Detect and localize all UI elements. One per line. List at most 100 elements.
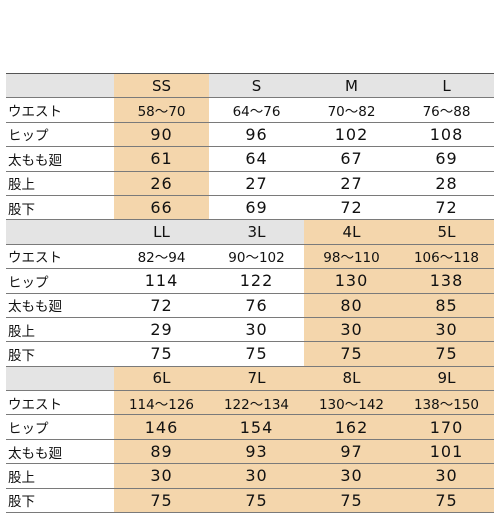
- measurement-row: ヒップ 146 154 162 170: [6, 414, 494, 440]
- measurement-value: 67: [304, 146, 399, 172]
- measurement-label: 股下: [6, 341, 114, 367]
- measurement-row: ウエスト 114〜126 122〜134 130〜142 138〜150: [6, 390, 494, 416]
- measurement-value: 30: [114, 463, 209, 489]
- measurement-value: 96: [209, 122, 304, 148]
- measurement-value: 76: [209, 293, 304, 318]
- measurement-value: 101: [399, 439, 494, 465]
- measurement-row: 太もも廻 72 76 80 85: [6, 293, 494, 318]
- measurement-value: 30: [209, 317, 304, 343]
- measurement-value: 154: [209, 414, 304, 440]
- measurement-row: 股上 26 27 27 28: [6, 171, 494, 196]
- measurement-value: 75: [209, 488, 304, 513]
- measurement-value: 114: [114, 268, 209, 294]
- size-header-cell: LL: [114, 219, 209, 245]
- measurement-label: 太もも廻: [6, 146, 114, 172]
- measurement-value: 29: [114, 317, 209, 343]
- measurement-value: 28: [399, 171, 494, 196]
- measurement-value: 162: [304, 414, 399, 440]
- measurement-value: 98〜110: [304, 244, 399, 270]
- measurement-value: 82〜94: [114, 244, 209, 270]
- measurement-row: ウエスト 58〜70 64〜76 70〜82 76〜88: [6, 97, 494, 123]
- measurement-value: 72: [114, 293, 209, 318]
- measurement-value: 58〜70: [114, 97, 209, 123]
- measurement-label: 股上: [6, 463, 114, 489]
- measurement-value: 102: [304, 122, 399, 148]
- measurement-value: 75: [399, 341, 494, 367]
- size-header-cell: 8L: [304, 365, 399, 392]
- measurement-value: 90: [114, 122, 209, 148]
- measurement-value: 170: [399, 414, 494, 440]
- measurement-label: 股上: [6, 171, 114, 196]
- measurement-value: 30: [399, 463, 494, 489]
- size-header-cell: 3L: [209, 219, 304, 245]
- measurement-row: 股下 75 75 75 75: [6, 488, 494, 513]
- measurement-value: 138〜150: [399, 390, 494, 416]
- measurement-value: 27: [304, 171, 399, 196]
- size-header-cell: S: [209, 72, 304, 99]
- measurement-value: 69: [399, 146, 494, 172]
- measurement-value: 130〜142: [304, 390, 399, 416]
- measurement-label: ヒップ: [6, 268, 114, 294]
- measurement-value: 64: [209, 146, 304, 172]
- measurement-value: 61: [114, 146, 209, 172]
- measurement-row: ヒップ 114 122 130 138: [6, 268, 494, 294]
- measurement-label: ウエスト: [6, 244, 114, 270]
- header-blank-cell: [6, 219, 114, 245]
- measurement-value: 130: [304, 268, 399, 294]
- header-blank-cell: [6, 72, 114, 99]
- measurement-value: 72: [304, 195, 399, 221]
- size-header-cell: 7L: [209, 365, 304, 392]
- measurement-row: 股上 30 30 30 30: [6, 463, 494, 489]
- measurement-value: 72: [399, 195, 494, 221]
- measurement-value: 75: [114, 341, 209, 367]
- size-header-cell: M: [304, 72, 399, 99]
- measurement-value: 85: [399, 293, 494, 318]
- measurement-label: ヒップ: [6, 414, 114, 440]
- measurement-value: 89: [114, 439, 209, 465]
- measurement-value: 90〜102: [209, 244, 304, 270]
- measurement-value: 26: [114, 171, 209, 196]
- measurement-value: 122〜134: [209, 390, 304, 416]
- measurement-row: 股下 75 75 75 75: [6, 341, 494, 367]
- measurement-value: 70〜82: [304, 97, 399, 123]
- size-header-row: SS S M L: [6, 72, 494, 99]
- measurement-value: 30: [304, 317, 399, 343]
- measurement-row: 太もも廻 61 64 67 69: [6, 146, 494, 172]
- measurement-value: 30: [399, 317, 494, 343]
- measurement-row: 股上 29 30 30 30: [6, 317, 494, 343]
- measurement-value: 138: [399, 268, 494, 294]
- measurement-value: 66: [114, 195, 209, 221]
- size-header-row: 6L 7L 8L 9L: [6, 365, 494, 392]
- measurement-row: ヒップ 90 96 102 108: [6, 122, 494, 148]
- measurement-value: 114〜126: [114, 390, 209, 416]
- measurement-label: 太もも廻: [6, 293, 114, 318]
- measurement-value: 75: [209, 341, 304, 367]
- measurement-label: 股下: [6, 195, 114, 221]
- measurement-value: 75: [114, 488, 209, 513]
- measurement-label: ウエスト: [6, 390, 114, 416]
- measurement-value: 93: [209, 439, 304, 465]
- measurement-value: 27: [209, 171, 304, 196]
- measurement-value: 146: [114, 414, 209, 440]
- measurement-value: 75: [399, 488, 494, 513]
- measurement-row: 太もも廻 89 93 97 101: [6, 439, 494, 465]
- measurement-label: ウエスト: [6, 97, 114, 123]
- measurement-value: 69: [209, 195, 304, 221]
- measurement-label: 股下: [6, 488, 114, 513]
- size-header-cell: 6L: [114, 365, 209, 392]
- measurement-value: 75: [304, 488, 399, 513]
- size-header-cell: 5L: [399, 219, 494, 245]
- size-chart: SS S M L ウエスト 58〜70 64〜76 70〜82 76〜88 ヒップ 90 96 102 1…: [6, 72, 494, 513]
- size-header-cell: 9L: [399, 365, 494, 392]
- measurement-row: 股下 66 69 72 72: [6, 195, 494, 221]
- measurement-value: 122: [209, 268, 304, 294]
- size-chart-table: SS S M L ウエスト 58〜70 64〜76 70〜82 76〜88 ヒップ 90 96 102 1…: [6, 72, 494, 513]
- measurement-value: 30: [209, 463, 304, 489]
- measurement-label: ヒップ: [6, 122, 114, 148]
- measurement-row: ウエスト 82〜94 90〜102 98〜110 106〜118: [6, 244, 494, 270]
- measurement-value: 76〜88: [399, 97, 494, 123]
- header-blank-cell: [6, 365, 114, 392]
- measurement-value: 106〜118: [399, 244, 494, 270]
- size-header-row: LL 3L 4L 5L: [6, 219, 494, 245]
- measurement-value: 80: [304, 293, 399, 318]
